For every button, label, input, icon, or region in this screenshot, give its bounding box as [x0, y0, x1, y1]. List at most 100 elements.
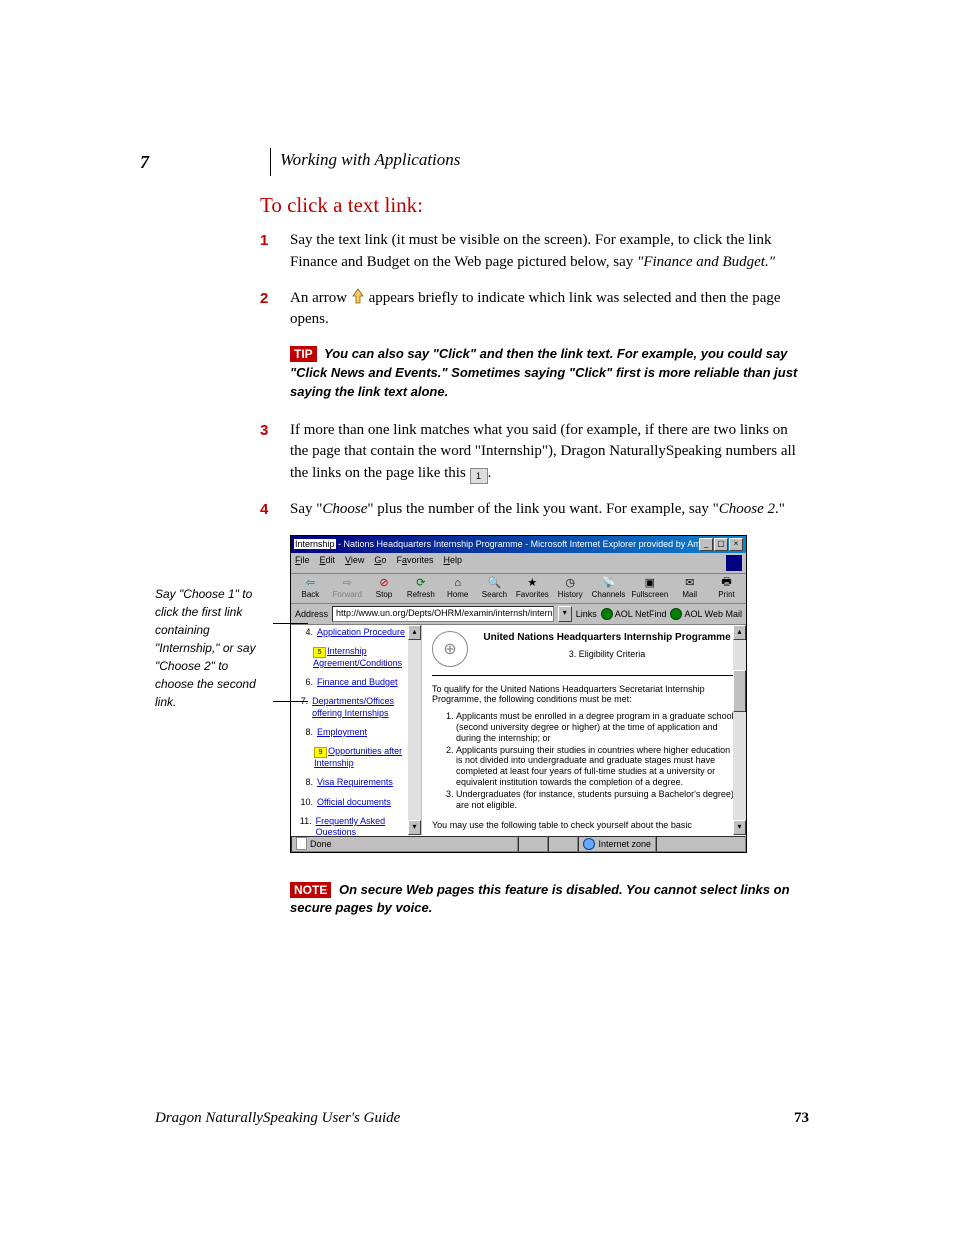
title-badge: Internship — [294, 539, 336, 549]
sidebar-link[interactable]: Official documents — [317, 797, 391, 808]
step-text: An arrow — [290, 290, 351, 306]
menu-go[interactable]: Go — [374, 555, 386, 571]
sidebar-item: 10.Official documents — [299, 797, 417, 808]
address-input[interactable]: http://www.un.org/Depts/OHRM/examin/inte… — [332, 606, 554, 622]
window-buttons: _ ▢ × — [699, 538, 743, 551]
menubar: File Edit View Go Favorites Help — [291, 553, 746, 574]
step-text: If more than one link matches what you s… — [290, 422, 796, 482]
scroll-track[interactable] — [733, 640, 746, 820]
home-button[interactable]: ⌂Home — [442, 576, 473, 599]
sidebar-item: 8.Visa Requirements — [299, 777, 417, 788]
favorites-button[interactable]: ★Favorites — [516, 576, 549, 599]
back-label: Back — [302, 590, 320, 599]
fullscreen-button[interactable]: ▣Fullscreen — [631, 576, 668, 599]
sidebar-item: 6. Finance and Budget — [299, 677, 417, 688]
main-intro: To qualify for the United Nations Headqu… — [432, 684, 738, 706]
step-3: 3 If more than one link matches what you… — [260, 420, 805, 485]
status-bar: Done Internet zone — [291, 835, 746, 852]
sidebar-link[interactable]: Frequently Asked Questions — [316, 816, 417, 835]
arrow-up-icon — [351, 288, 365, 304]
menu-view[interactable]: View — [345, 555, 364, 571]
status-cell: Done — [291, 836, 518, 852]
sidebar-link[interactable]: Internship Agreement/Conditions — [313, 646, 402, 668]
tip-text: You can also say "Click" and then the li… — [290, 346, 797, 399]
sidebar-scrollbar[interactable]: ▴ ▾ — [408, 625, 421, 835]
step-body: Say "Choose" plus the number of the link… — [290, 499, 805, 521]
browser-window: Internship - Nations Headquarters Intern… — [290, 535, 747, 853]
step-text: Say " — [290, 501, 322, 517]
link-webmail[interactable]: AOL Web Mail — [670, 608, 742, 620]
search-icon: 🔍 — [485, 576, 503, 590]
menu-help[interactable]: Help — [443, 555, 462, 571]
step-text: ." — [775, 501, 785, 517]
titlebar: Internship - Nations Headquarters Intern… — [291, 536, 746, 553]
note-block: NOTE On secure Web pages this feature is… — [290, 881, 805, 919]
status-text: Done — [310, 839, 332, 849]
sidebar-link[interactable]: Opportunities after Internship — [314, 746, 402, 768]
channels-label: Channels — [592, 590, 626, 599]
home-label: Home — [447, 590, 468, 599]
main-scrollbar[interactable]: ▴ ▾ — [733, 625, 746, 835]
list-item: Applicants pursuing their studies in cou… — [456, 745, 738, 788]
criteria-list: Applicants must be enrolled in a degree … — [432, 711, 738, 810]
address-dropdown[interactable]: ▾ — [558, 606, 572, 622]
channels-button[interactable]: 📡Channels — [592, 576, 626, 599]
address-bar: Address http://www.un.org/Depts/OHRM/exa… — [291, 604, 746, 625]
search-button[interactable]: 🔍Search — [479, 576, 510, 599]
minimize-button[interactable]: _ — [699, 538, 713, 551]
menu-edit[interactable]: Edit — [320, 555, 336, 571]
number-badge-icon: 5 — [313, 647, 326, 658]
step-quote: Choose 2 — [719, 501, 775, 517]
heading: To click a text link: — [260, 193, 805, 218]
main-inner: ⊕ United Nations Headquarters Internship… — [422, 625, 746, 835]
item-num: 6. — [299, 677, 313, 687]
stop-button[interactable]: ⊘Stop — [369, 576, 400, 599]
number-badge-icon: 9 — [314, 747, 327, 758]
step-2: 2 An arrow appears briefly to indicate w… — [260, 288, 805, 332]
aol-icon — [601, 608, 613, 620]
scroll-up-icon[interactable]: ▴ — [733, 625, 746, 640]
close-button[interactable]: × — [729, 538, 743, 551]
menu-file[interactable]: File — [295, 555, 310, 571]
sidebar-item: 8.Employment — [299, 727, 417, 738]
refresh-button[interactable]: ⟳Refresh — [405, 576, 436, 599]
status-zone: Internet zone — [578, 836, 656, 852]
maximize-button[interactable]: ▢ — [714, 538, 728, 551]
step-quote: Choose — [322, 501, 367, 517]
callout-leader-line — [273, 623, 308, 624]
history-icon: ◷ — [561, 576, 579, 590]
sidebar-link[interactable]: Visa Requirements — [317, 777, 393, 788]
print-button[interactable]: 🖶Print — [711, 576, 742, 599]
sidebar-link[interactable]: Departments/Offices offering Internships — [312, 696, 417, 719]
footer-title: Dragon NaturallySpeaking User's Guide — [155, 1110, 400, 1127]
link-netfind[interactable]: AOL NetFind — [601, 608, 667, 620]
sidebar-item: 7.Departments/Offices offering Internshi… — [299, 696, 417, 719]
main-subtitle: 3. Eligibility Criteria — [476, 649, 738, 659]
scroll-up-icon[interactable]: ▴ — [408, 625, 421, 640]
page-number: 73 — [794, 1110, 809, 1127]
divider — [432, 675, 738, 676]
menu-favorites[interactable]: Favorites — [396, 555, 433, 571]
forward-button[interactable]: ⇨Forward — [332, 576, 363, 599]
toolbar: ⇦Back ⇨Forward ⊘Stop ⟳Refresh ⌂Home 🔍Sea… — [291, 574, 746, 604]
forward-label: Forward — [333, 590, 362, 599]
scroll-thumb[interactable] — [733, 670, 746, 712]
document-icon — [296, 837, 307, 850]
content-column: To click a text link: 1 Say the text lin… — [260, 193, 805, 936]
history-label: History — [558, 590, 583, 599]
print-label: Print — [718, 590, 734, 599]
search-label: Search — [482, 590, 507, 599]
step-body: Say the text link (it must be visible on… — [290, 230, 805, 274]
scroll-down-icon[interactable]: ▾ — [733, 820, 746, 835]
history-button[interactable]: ◷History — [555, 576, 586, 599]
item-num: 11. — [299, 816, 312, 826]
mail-button[interactable]: ✉Mail — [674, 576, 705, 599]
scroll-track[interactable] — [408, 640, 421, 820]
list-item: Undergraduates (for instance, students p… — [456, 789, 738, 811]
sidebar-link[interactable]: Finance and Budget — [317, 677, 398, 688]
scroll-down-icon[interactable]: ▾ — [408, 820, 421, 835]
main-pane: ⊕ United Nations Headquarters Internship… — [422, 625, 746, 835]
back-button[interactable]: ⇦Back — [295, 576, 326, 599]
sidebar-link[interactable]: Application Procedure — [317, 627, 405, 638]
sidebar-link[interactable]: Employment — [317, 727, 367, 738]
